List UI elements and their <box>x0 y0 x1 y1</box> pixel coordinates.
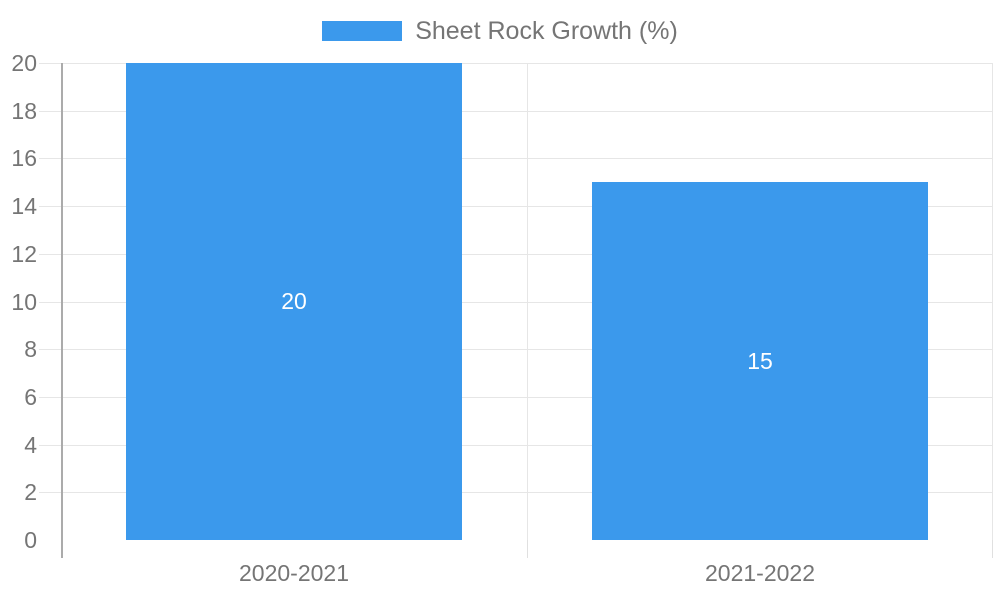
y-tick-label: 0 <box>24 527 37 553</box>
y-tick-label: 16 <box>11 145 37 171</box>
bar-2020-2021[interactable]: 20 <box>126 63 462 540</box>
y-axis-tick <box>39 302 61 303</box>
bar-value-label: 20 <box>281 288 307 314</box>
bar-2021-2022[interactable]: 15 <box>592 182 928 540</box>
y-tick-label: 8 <box>24 336 37 362</box>
y-axis-line <box>61 63 63 558</box>
y-tick-label: 14 <box>11 193 37 219</box>
x-axis-tick <box>527 540 528 558</box>
y-axis-tick <box>39 492 61 493</box>
legend-swatch <box>322 21 403 41</box>
category-divider-gridline <box>527 63 528 540</box>
legend-label: Sheet Rock Growth (%) <box>415 16 678 45</box>
y-axis-tick <box>39 206 61 207</box>
y-tick-label: 20 <box>11 50 37 76</box>
x-tick-label-2021-2022: 2021-2022 <box>705 560 815 586</box>
x-axis: 2020-2021 2021-2022 <box>61 558 993 592</box>
bar-value-label: 15 <box>747 347 773 374</box>
y-axis-tick <box>39 111 61 112</box>
y-tick-label: 2 <box>24 479 37 505</box>
y-axis-tick <box>39 158 61 159</box>
y-axis-tick <box>39 397 61 398</box>
x-axis-tick <box>992 540 993 558</box>
y-tick-label: 6 <box>24 384 37 410</box>
y-axis-tick <box>39 349 61 350</box>
y-axis-tick <box>39 254 61 255</box>
x-tick-label-2020-2021: 2020-2021 <box>239 560 349 586</box>
plot-area: 20 15 <box>39 63 993 558</box>
y-tick-label: 12 <box>11 241 37 267</box>
y-axis-tick <box>39 63 61 64</box>
plot-right-border <box>992 63 993 540</box>
y-tick-label: 10 <box>11 289 37 315</box>
y-axis-tick <box>39 445 61 446</box>
chart-legend[interactable]: Sheet Rock Growth (%) <box>0 17 1000 45</box>
y-tick-label: 4 <box>24 432 37 458</box>
y-tick-label: 18 <box>11 98 37 124</box>
y-axis: 0 2 4 6 8 10 12 14 16 18 20 <box>0 0 37 600</box>
